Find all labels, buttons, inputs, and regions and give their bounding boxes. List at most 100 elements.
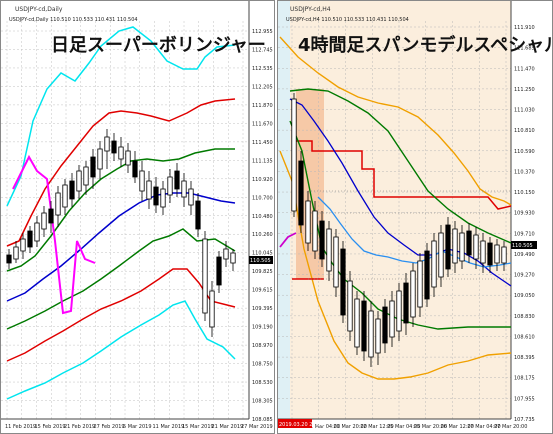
daily-bollinger-bands [6,26,236,400]
daily-candle-body [20,238,26,252]
h4-price-tick: 109.490 [514,252,535,258]
h4-price-tick: 111.030 [514,108,535,114]
daily-lower-3sigma-line [6,300,236,400]
daily-lower-2sigma-line [6,268,236,362]
h4-candle-body [431,240,437,288]
h4-price-tick: 108.175 [514,376,535,382]
h4-time-tick: 25 Mar 20:00 [414,424,447,430]
daily-price-tick: 108.530 [252,380,273,386]
h4-candle-body [487,242,493,266]
daily-price-tick: 111.135 [252,158,273,164]
daily-candle-body [195,200,201,230]
h4-candle-body [396,290,402,332]
h4-green-upper-line [289,88,512,244]
daily-candle-body [209,290,215,328]
h4-candle-body [354,298,360,348]
daily-candle-body [76,170,82,192]
h4-green-lower-line [289,120,511,330]
h4-price-axis: 111.910 111.685 111.470 111.250 111.030 110.8… [514,25,535,423]
h4-candle-body [368,310,374,358]
h4-price-tick: 108.610 [514,334,535,340]
daily-price-tick: 112.955 [252,29,273,35]
daily-time-tick: 15 Feb 2019 [35,424,66,430]
daily-candle-body [153,186,159,206]
h4-candle-body [333,236,339,288]
daily-price-tick: 109.190 [252,325,273,331]
daily-price-tick: 109.825 [252,269,273,275]
daily-chart-window[interactable]: 112.955 112.745 112.535 112.205 111.870 111.6… [0,0,275,434]
daily-candles [6,129,236,337]
h4-candle-body [340,248,346,316]
h4-candle-body [410,270,416,318]
h4-price-tick: 110.370 [514,169,535,175]
daily-time-tick: 21 Feb 2019 [64,424,95,430]
h4-candle-body [298,160,304,226]
daily-candle-body [90,156,96,178]
h4-window-title: USDJPY-cd,H4 [290,6,331,13]
h4-candle-body [312,210,318,252]
h4-price-tick: 110.810 [514,128,535,134]
h4-candle-body [417,260,423,308]
h4-chart-window[interactable]: 111.910 111.685 111.470 111.250 111.030 110.8… [277,0,553,434]
h4-candle-body [473,234,479,260]
h4-candle-body [424,250,430,300]
daily-price-tick: 110.920 [252,177,273,183]
daily-price-tick: 112.745 [252,47,273,53]
daily-price-tick: 110.045 [252,251,273,257]
h4-price-tick: 108.395 [514,355,535,361]
daily-chart-canvas: 112.955 112.745 112.535 112.205 111.870 111.6… [1,1,273,430]
h4-candle-body [445,224,451,270]
h4-candles [291,93,507,367]
h4-span-model-lines [279,36,512,380]
daily-candle-body [216,256,222,286]
h4-price-tick: 111.250 [514,87,535,93]
h4-time-tick: 27 Mar 04:00 [467,424,500,430]
daily-time-tick: 11 Feb 2019 [5,424,36,430]
h4-red-step-line [292,140,512,210]
h4-price-tick: 111.470 [514,66,535,72]
daily-candle-body [62,184,68,208]
h4-candle-body [375,318,381,354]
h4-ohlc-readout: USDJPY-cd,H4 110.510 110.533 110.431 110… [286,17,409,23]
daily-price-tick: 111.450 [252,140,273,146]
daily-price-tick: 111.670 [252,121,273,127]
daily-candle-body [111,140,117,154]
h4-candle-body [305,200,311,244]
h4-candle-body [480,240,486,264]
daily-candle-body [6,254,12,264]
daily-chart-heading: 日足スーパーボリンジャー [51,35,266,56]
h4-price-tick: 110.590 [514,149,535,155]
h4-upper-orange-band [279,36,512,206]
h4-chart-canvas: 111.910 111.685 111.470 111.250 111.030 110.8… [278,1,552,430]
h4-start-date-label: 2019.03.20 20:00 [279,422,324,428]
daily-candle-body [146,180,152,200]
daily-price-tick: 109.395 [252,306,273,312]
daily-candle-body [167,176,173,196]
daily-time-tick: 15 Mar 2019 [182,424,214,430]
daily-price-tick: 108.750 [252,362,273,368]
h4-price-tick: 111.685 [514,46,535,52]
daily-upper-1sigma-line [6,148,235,272]
daily-price-tick: 108.970 [252,343,273,349]
h4-candle-body [494,244,500,264]
daily-price-tick: 111.870 [252,103,273,109]
daily-candle-body [230,252,236,264]
daily-candle-body [125,150,131,166]
daily-candle-body [160,188,166,208]
daily-price-tick: 108.305 [252,399,273,405]
h4-price-tick: 110.150 [514,190,535,196]
h4-time-tick: 21 Mar 20:00 [334,424,367,430]
h4-price-tick: 109.050 [514,293,535,299]
daily-time-tick: 21 Mar 2019 [212,424,244,430]
h4-candle-body [438,232,444,278]
daily-price-tick: 110.260 [252,232,273,238]
h4-candle-body [452,228,458,264]
h4-time-tick: 27 Mar 20:00 [494,424,527,430]
h4-price-tick: 109.270 [514,273,535,279]
h4-purple-line [279,232,297,248]
daily-candle-body [48,208,54,224]
h4-candle-body [501,246,507,264]
h4-light-blue-line [317,196,512,268]
